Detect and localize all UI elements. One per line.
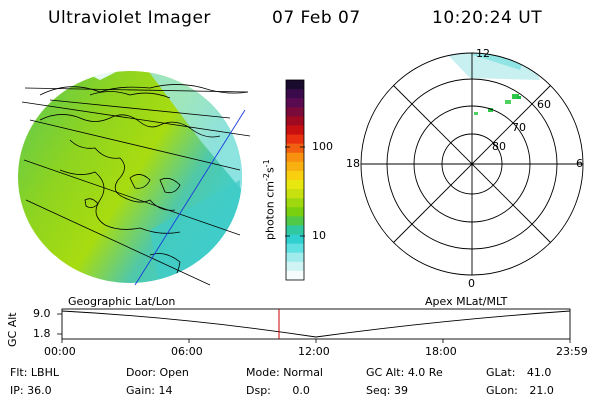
- color-bar-segment: [286, 107, 304, 117]
- time-tick-0600: 06:00: [171, 345, 203, 358]
- color-bar: [285, 79, 305, 281]
- timeline-axis-label: GC Alt: [6, 312, 19, 347]
- color-bar-segment: [286, 270, 304, 281]
- info-door: Door: Open: [126, 366, 189, 379]
- color-bar-outline: [285, 79, 305, 281]
- colorbar-unit-label: photon cm-2s-1: [262, 159, 277, 240]
- polar-mlt-18: 18: [346, 157, 360, 170]
- color-bar-segment: [286, 125, 304, 136]
- colorbar-tick-10: 10: [312, 229, 326, 242]
- color-bar-segment: [286, 198, 304, 208]
- color-bar-ticks: [285, 146, 305, 237]
- color-bar-segment: [286, 143, 304, 154]
- polar-lat-80: 80: [492, 140, 506, 153]
- color-bar-segment: [286, 216, 304, 226]
- polar-mlt-0: 0: [468, 277, 475, 290]
- info-glat: GLat: 41.0: [486, 366, 552, 379]
- color-bar-segment: [286, 98, 304, 108]
- info-glon: GLon: 21.0: [486, 384, 554, 397]
- color-bar-segment: [286, 252, 304, 263]
- color-bar-segment: [286, 89, 304, 99]
- color-bar-segment: [286, 152, 304, 163]
- color-bar-segment: [286, 116, 304, 126]
- timeline-y-top: 9.0: [33, 307, 51, 320]
- color-bar-segment: [286, 189, 304, 199]
- color-bar-segment: [286, 134, 304, 145]
- date-label: 07 Feb 07: [272, 8, 361, 28]
- color-bar-segment: [286, 207, 304, 217]
- time-tick-2359: 23:59: [556, 345, 588, 358]
- time-tick-1800: 18:00: [425, 345, 457, 358]
- colorbar-tick-100: 100: [312, 140, 333, 153]
- time-tick-1200: 12:00: [298, 345, 330, 358]
- info-mode: Mode: Normal: [246, 366, 323, 379]
- instrument-title: Ultraviolet Imager: [48, 8, 211, 28]
- color-bar-segment: [286, 261, 304, 272]
- polar-lat-60: 60: [537, 98, 551, 111]
- color-bar-segment: [286, 170, 304, 181]
- polar-plot: [360, 52, 584, 276]
- color-bar-segment: [286, 225, 304, 236]
- polar-mlt-6: 6: [576, 157, 583, 170]
- info-ip: IP: 36.0: [10, 384, 52, 397]
- color-bar-segment: [286, 161, 304, 172]
- time-label: 10:20:24 UT: [432, 8, 543, 28]
- color-bar-segment: [286, 180, 304, 190]
- timeline-y-bottom: 1.8: [33, 327, 51, 340]
- geographic-image: [18, 71, 251, 286]
- info-seq: Seq: 39: [366, 384, 408, 397]
- timeline-right-title: Apex MLat/MLT: [425, 295, 508, 308]
- info-dsp: Dsp: 0.0: [246, 384, 310, 397]
- polar-lat-70: 70: [512, 121, 526, 134]
- altitude-timeline: [57, 308, 571, 343]
- color-bar-segment: [286, 234, 304, 245]
- info-filter: Flt: LBHL: [10, 366, 59, 379]
- info-gain: Gain: 14: [126, 384, 173, 397]
- time-tick-0000: 00:00: [44, 345, 76, 358]
- color-bar-segment: [286, 243, 304, 254]
- timeline-left-title: Geographic Lat/Lon: [68, 295, 176, 308]
- info-gc-alt: GC Alt: 4.0 Re: [366, 366, 443, 379]
- polar-mlt-12: 12: [476, 47, 490, 60]
- color-bar-segment: [286, 80, 304, 90]
